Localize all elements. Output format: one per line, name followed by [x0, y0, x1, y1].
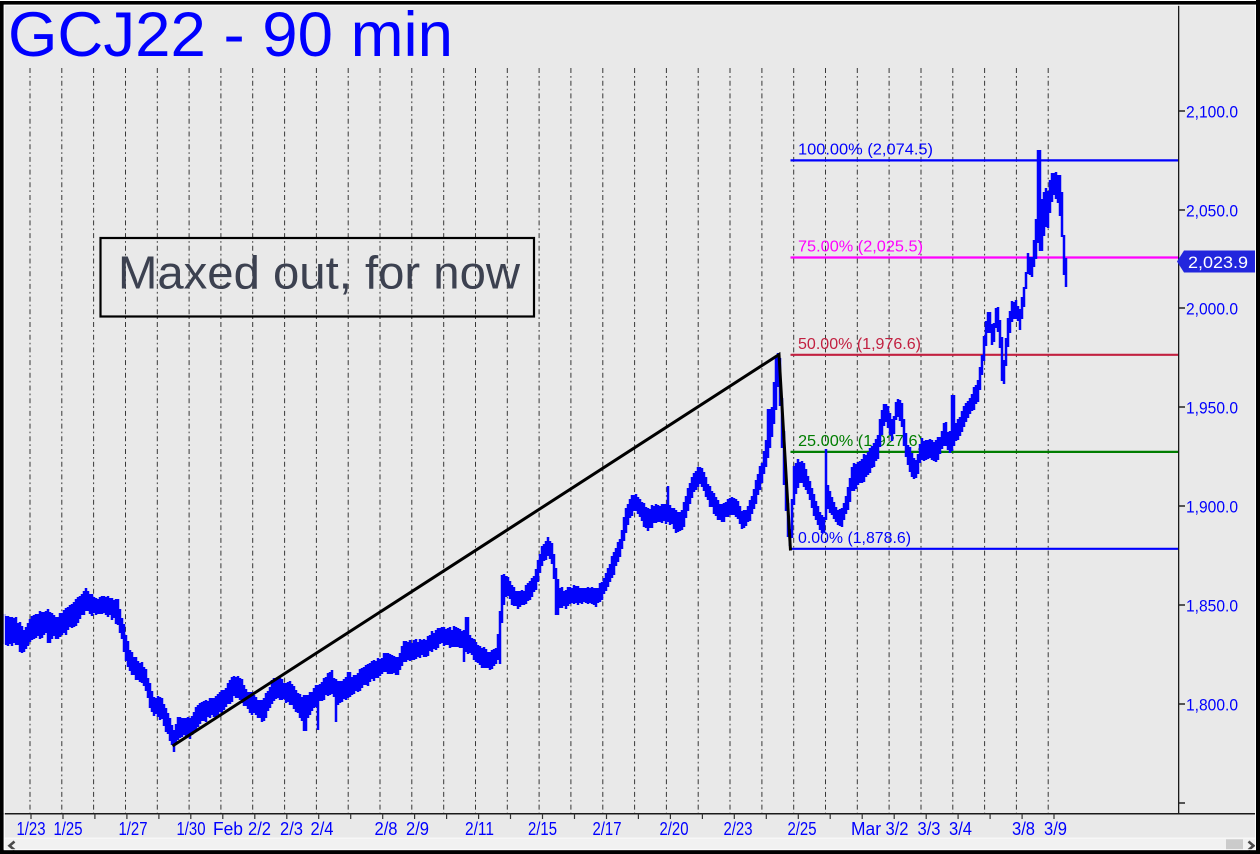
svg-text:1,850.0: 1,850.0 [1186, 597, 1238, 616]
svg-text:2,000.0: 2,000.0 [1186, 300, 1238, 319]
svg-text:1,950.0: 1,950.0 [1186, 399, 1238, 418]
svg-text:2/15: 2/15 [528, 818, 557, 839]
svg-text:1/30: 1/30 [177, 818, 206, 839]
svg-text:Mar: Mar [851, 818, 881, 839]
svg-text:2/9: 2/9 [406, 818, 429, 839]
svg-text:2/11: 2/11 [465, 818, 494, 839]
svg-text:2/23: 2/23 [724, 818, 753, 839]
svg-text:3/3: 3/3 [918, 818, 941, 839]
svg-text:2,100.0: 2,100.0 [1186, 103, 1238, 122]
svg-text:2,050.0: 2,050.0 [1186, 202, 1238, 221]
svg-text:1/25: 1/25 [54, 818, 83, 839]
svg-text:75.00% (2,025.5): 75.00% (2,025.5) [798, 239, 923, 256]
svg-text:3/4: 3/4 [949, 818, 972, 839]
svg-text:1,900.0: 1,900.0 [1186, 498, 1238, 517]
svg-text:Maxed out, for now: Maxed out, for now [118, 247, 521, 299]
svg-text:2/25: 2/25 [788, 818, 817, 839]
svg-text:2/20: 2/20 [660, 818, 689, 839]
svg-text:2/3: 2/3 [280, 818, 303, 839]
svg-text:3/2: 3/2 [886, 818, 909, 839]
svg-text:2/2: 2/2 [248, 818, 271, 839]
svg-text:0.00% (1,878.6): 0.00% (1,878.6) [798, 530, 911, 547]
svg-text:1/23: 1/23 [17, 818, 46, 839]
svg-text:2,023.9: 2,023.9 [1188, 253, 1248, 272]
svg-text:3/9: 3/9 [1044, 818, 1067, 839]
svg-text:50.00% (1,976.6): 50.00% (1,976.6) [798, 336, 921, 353]
svg-text:1,800.0: 1,800.0 [1186, 696, 1238, 715]
svg-text:2/4: 2/4 [311, 818, 334, 839]
svg-text:2/8: 2/8 [375, 818, 398, 839]
svg-text:Feb: Feb [213, 818, 243, 839]
svg-text:GCJ22 - 90 min: GCJ22 - 90 min [8, 0, 453, 70]
svg-text:2/17: 2/17 [593, 818, 622, 839]
svg-text:100.00% (2,074.5): 100.00% (2,074.5) [798, 141, 933, 158]
svg-text:1/27: 1/27 [119, 818, 148, 839]
svg-text:3/8: 3/8 [1012, 818, 1035, 839]
